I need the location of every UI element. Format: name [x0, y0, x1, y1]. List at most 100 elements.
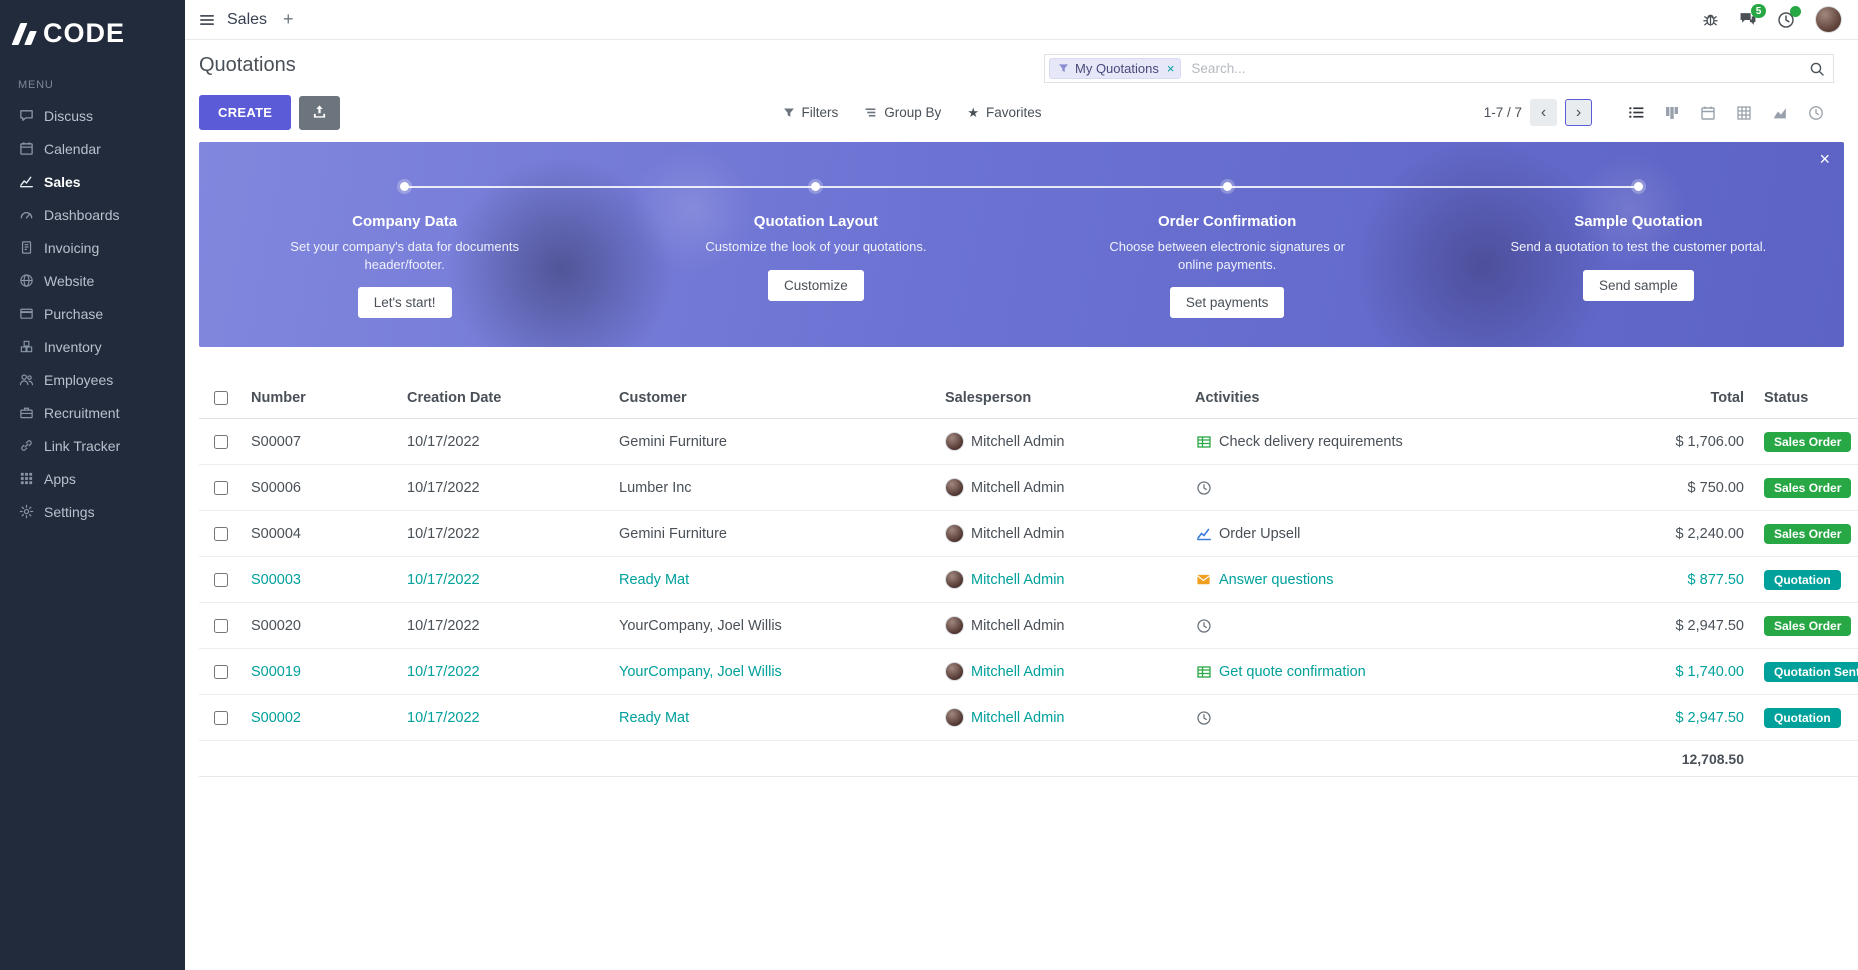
- search-input[interactable]: [1181, 61, 1809, 76]
- add-icon[interactable]: +: [283, 9, 294, 29]
- cell-activity[interactable]: Order Upsell: [1187, 525, 1547, 542]
- select-all-checkbox[interactable]: [214, 390, 228, 405]
- brand-logo-icon: [11, 22, 37, 45]
- table-header-row: Number Creation Date Customer Salesperso…: [199, 377, 1858, 419]
- favorites-button[interactable]: ★ Favorites: [967, 105, 1041, 121]
- sidebar-item-link-tracker[interactable]: Link Tracker: [0, 429, 185, 462]
- filters-funnel-icon: [783, 107, 795, 119]
- user-avatar[interactable]: [1815, 6, 1842, 33]
- column-header-customer[interactable]: Customer: [619, 389, 687, 406]
- cell-salesperson: Mitchell Admin: [937, 570, 1187, 589]
- table-row[interactable]: S00004 10/17/2022 Gemini Furniture Mitch…: [199, 511, 1858, 557]
- cell-activity[interactable]: [1187, 709, 1547, 726]
- sidebar-item-label: Discuss: [44, 107, 94, 124]
- messages-icon[interactable]: 5: [1739, 4, 1766, 28]
- column-header-total[interactable]: Total: [1710, 389, 1744, 406]
- set-payments-button[interactable]: Set payments: [1169, 287, 1285, 319]
- employees-icon: [18, 372, 34, 388]
- step-description: Choose between electronic signatures or …: [1109, 239, 1345, 272]
- upload-icon: [312, 104, 327, 122]
- sidebar-item-inventory[interactable]: Inventory: [0, 330, 185, 363]
- sidebar-item-sales[interactable]: Sales: [0, 165, 185, 198]
- column-header-number[interactable]: Number: [251, 389, 306, 406]
- cell-customer: YourCompany, Joel Willis: [619, 663, 782, 680]
- upload-button[interactable]: [299, 95, 341, 130]
- send-sample-button[interactable]: Send sample: [1582, 269, 1694, 301]
- sidebar-item-calendar[interactable]: Calendar: [0, 132, 185, 165]
- link-tracker-icon: [18, 438, 34, 454]
- sidebar-item-recruitment[interactable]: Recruitment: [0, 396, 185, 429]
- calendar-view-icon[interactable]: [1690, 98, 1726, 128]
- cell-activity[interactable]: [1187, 617, 1547, 634]
- activities-clock-icon[interactable]: [1777, 5, 1801, 29]
- row-checkbox[interactable]: [214, 526, 228, 541]
- control-panel: Quotations My Quotations × CREATE: [185, 40, 1858, 142]
- row-checkbox[interactable]: [214, 572, 228, 587]
- purchase-icon: [18, 306, 34, 322]
- banner-close-icon[interactable]: ×: [1819, 149, 1830, 169]
- sidebar-item-dashboards[interactable]: Dashboards: [0, 198, 185, 231]
- note-icon: [1195, 663, 1212, 680]
- table-row[interactable]: S00020 10/17/2022 YourCompany, Joel Will…: [199, 603, 1858, 649]
- page-title: Quotations: [199, 54, 296, 76]
- lets-start-button[interactable]: Let's start!: [357, 287, 452, 319]
- salesperson-avatar: [945, 570, 964, 589]
- sidebar-item-settings[interactable]: Settings: [0, 495, 185, 528]
- search-facet-my-quotations[interactable]: My Quotations ×: [1049, 58, 1182, 79]
- group-by-label: Group By: [884, 105, 942, 120]
- graph-view-icon[interactable]: [1762, 98, 1798, 128]
- cell-creation-date: 10/17/2022: [407, 525, 480, 542]
- search-bar[interactable]: My Quotations ×: [1044, 54, 1834, 83]
- search-icon[interactable]: [1809, 61, 1825, 77]
- cell-activity[interactable]: [1187, 479, 1547, 496]
- create-button[interactable]: CREATE: [199, 95, 292, 130]
- row-checkbox[interactable]: [214, 664, 228, 679]
- brand-logo[interactable]: CODE: [0, 0, 185, 65]
- column-header-activities[interactable]: Activities: [1195, 389, 1260, 406]
- row-checkbox[interactable]: [214, 434, 228, 449]
- table-row[interactable]: S00003 10/17/2022 Ready Mat Mitchell Adm…: [199, 557, 1858, 603]
- activity-view-icon[interactable]: [1798, 98, 1834, 128]
- column-header-status[interactable]: Status: [1764, 389, 1809, 406]
- column-header-creation-date[interactable]: Creation Date: [407, 389, 502, 406]
- cell-customer: Gemini Furniture: [619, 433, 727, 450]
- debug-bug-icon[interactable]: [1702, 11, 1719, 28]
- kanban-view-icon[interactable]: [1654, 98, 1690, 128]
- list-view-icon[interactable]: [1618, 98, 1654, 128]
- row-checkbox[interactable]: [214, 480, 228, 495]
- column-header-salesperson[interactable]: Salesperson: [945, 389, 1032, 406]
- current-app-name[interactable]: Sales: [227, 10, 268, 28]
- filters-button[interactable]: Filters: [783, 105, 838, 120]
- pager-prev-button[interactable]: ‹: [1530, 99, 1558, 126]
- sidebar-item-purchase[interactable]: Purchase: [0, 297, 185, 330]
- table-row[interactable]: S00002 10/17/2022 Ready Mat Mitchell Adm…: [199, 695, 1858, 741]
- table-footer-row: 12,708.50: [199, 741, 1858, 777]
- sidebar-item-website[interactable]: Website: [0, 264, 185, 297]
- envelope-icon: [1195, 571, 1212, 588]
- sidebar-item-label: Purchase: [44, 305, 104, 322]
- table-row[interactable]: S00007 10/17/2022 Gemini Furniture Mitch…: [199, 419, 1858, 465]
- table-row[interactable]: S00006 10/17/2022 Lumber Inc Mitchell Ad…: [199, 465, 1858, 511]
- row-checkbox[interactable]: [214, 618, 228, 633]
- cell-total: $ 2,947.50: [1675, 617, 1744, 634]
- sidebar-item-employees[interactable]: Employees: [0, 363, 185, 396]
- pivot-view-icon[interactable]: [1726, 98, 1762, 128]
- group-by-button[interactable]: Group By: [864, 105, 941, 120]
- status-badge: Quotation Sent: [1764, 661, 1858, 682]
- cell-activity[interactable]: Get quote confirmation: [1187, 663, 1547, 680]
- sidebar-item-discuss[interactable]: Discuss: [0, 99, 185, 132]
- topbar: Sales + 5: [185, 0, 1858, 40]
- sidebar-item-label: Recruitment: [44, 404, 120, 421]
- pager-next-button[interactable]: ›: [1565, 99, 1593, 126]
- cell-activity[interactable]: Check delivery requirements: [1187, 433, 1547, 450]
- menu-toggle-icon[interactable]: [199, 12, 215, 28]
- cell-activity[interactable]: Answer questions: [1187, 571, 1547, 588]
- sidebar-item-invoicing[interactable]: Invoicing: [0, 231, 185, 264]
- facet-remove-icon[interactable]: ×: [1166, 61, 1175, 76]
- row-checkbox[interactable]: [214, 710, 228, 725]
- table-row[interactable]: S00019 10/17/2022 YourCompany, Joel Will…: [199, 649, 1858, 695]
- customize-button[interactable]: Customize: [767, 269, 864, 301]
- sidebar-item-apps[interactable]: Apps: [0, 462, 185, 495]
- quotations-table: Number Creation Date Customer Salesperso…: [199, 377, 1858, 777]
- pager-range: 1-7 / 7: [1483, 105, 1523, 120]
